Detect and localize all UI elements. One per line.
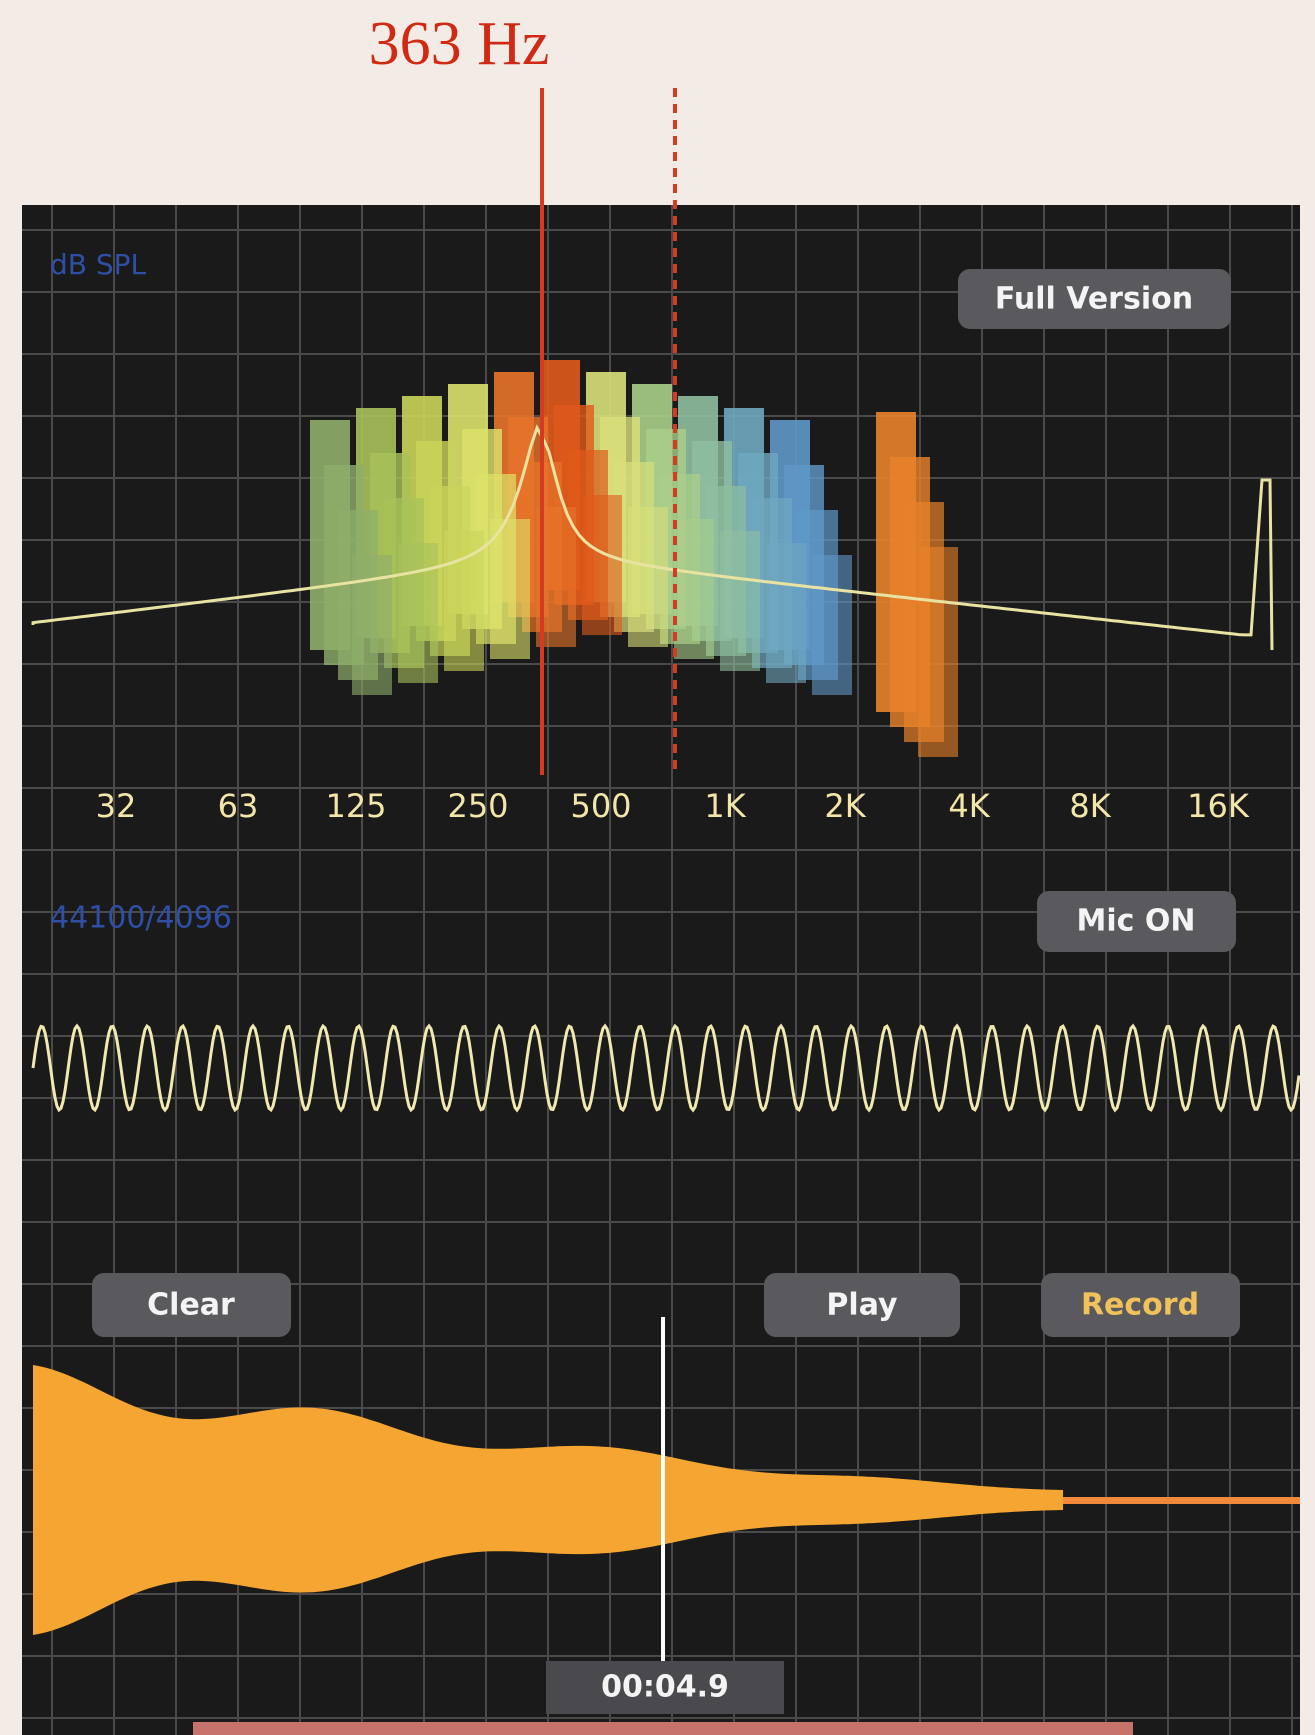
page: dB SPL Full Version 32 63 125 250 500 1K 2K 4K 8… (0, 0, 1315, 1735)
bar (918, 547, 958, 757)
frequency-label: 4K (948, 787, 990, 825)
frequency-label: 16K (1187, 787, 1250, 825)
bar (720, 531, 760, 671)
frequency-label: 1K (704, 787, 746, 825)
bar (490, 519, 530, 659)
info-label: 44100/4096 (50, 901, 232, 936)
frequency-label: 63 (218, 787, 259, 825)
bar (398, 543, 438, 683)
bar (812, 555, 852, 695)
frequency-label: 250 (447, 787, 508, 825)
play-label[interactable]: Play (826, 1288, 898, 1323)
frequency-label: 500 (570, 787, 631, 825)
bar (766, 543, 806, 683)
bar (582, 495, 622, 635)
bar (674, 519, 714, 659)
frequency-label: 2K (824, 787, 866, 825)
bar (628, 507, 668, 647)
frequency-label: 8K (1069, 787, 1111, 825)
recording-tail (1063, 1497, 1300, 1504)
full-version-label[interactable]: Full Version (995, 282, 1193, 317)
frequency-label: 125 (325, 787, 386, 825)
unit-label: dB SPL (50, 248, 147, 281)
mic-label[interactable]: Mic ON (1077, 904, 1196, 939)
progress-bar (193, 1722, 1133, 1735)
time-label: 00:04.9 (601, 1670, 729, 1705)
clear-label[interactable]: Clear (147, 1288, 235, 1323)
record-label[interactable]: Record (1081, 1288, 1199, 1323)
frequency-annotation: 363 Hz (369, 10, 550, 78)
frequency-label: 32 (96, 787, 137, 825)
